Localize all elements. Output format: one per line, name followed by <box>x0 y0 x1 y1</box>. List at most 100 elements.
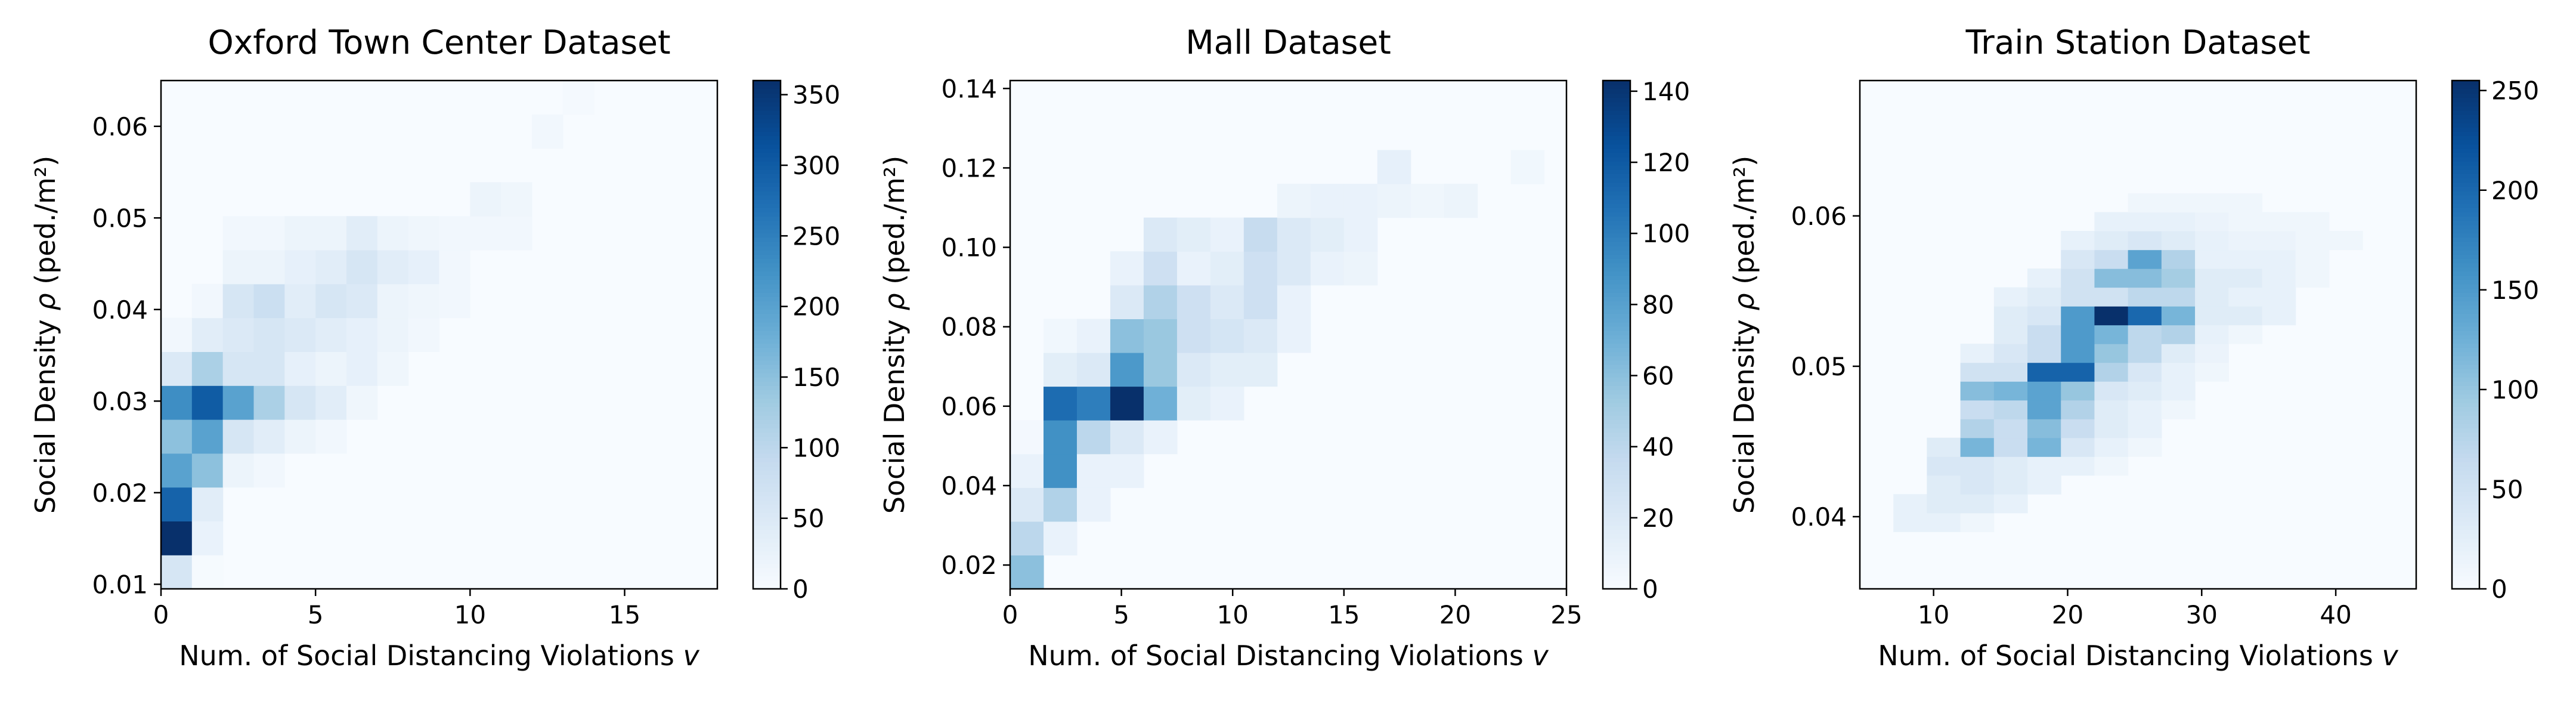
colorbar-segment <box>1603 538 1630 543</box>
colorbar-tick-label: 250 <box>792 221 840 251</box>
colorbar-segment <box>1603 263 1630 268</box>
heatmap-cell <box>2195 325 2229 344</box>
colorbar-segment <box>1603 576 1630 581</box>
colorbar-segment <box>2452 283 2479 289</box>
heatmap-cell <box>2094 268 2129 288</box>
colorbar-segment <box>2452 229 2479 234</box>
plot-frame <box>160 79 719 590</box>
colorbar-segment <box>753 555 781 560</box>
colorbar-segment <box>753 140 781 145</box>
colorbar-segment <box>753 97 781 103</box>
heatmap-cell <box>2262 249 2296 269</box>
colorbar-segment <box>753 525 781 530</box>
x-tick-label: 30 <box>2186 600 2218 629</box>
heatmap-cell <box>1277 217 1311 252</box>
heatmap-cell <box>222 453 255 488</box>
colorbar-segment <box>2452 89 2479 94</box>
colorbar-segment <box>1603 394 1630 399</box>
colorbar-tick-label: 20 <box>1642 504 1674 533</box>
heatmap-cell <box>1993 344 2028 363</box>
colorbar-segment <box>1603 419 1630 424</box>
colorbar-segment <box>753 440 781 446</box>
colorbar-frame <box>1602 79 1631 590</box>
colorbar-segment <box>2452 335 2479 339</box>
colorbar-segment <box>753 93 781 98</box>
heatmap-cell <box>253 385 285 420</box>
colorbar-segment <box>2452 499 2479 505</box>
colorbar-segment <box>753 538 781 543</box>
colorbar-segment <box>1603 390 1630 395</box>
heatmap-cell <box>253 453 285 488</box>
colorbar-segment <box>753 390 781 395</box>
colorbar-segment <box>1603 364 1630 369</box>
colorbar-segment <box>1603 93 1630 98</box>
heatmap-cell <box>222 419 255 454</box>
heatmap-cell <box>2128 344 2162 363</box>
colorbar-segment <box>753 576 781 581</box>
plot-frame <box>1859 79 2417 590</box>
colorbar-segment <box>753 237 781 242</box>
heatmap-cell <box>1377 184 1411 218</box>
heatmap-cell <box>191 487 224 521</box>
colorbar-segment <box>753 517 781 522</box>
heatmap-cell <box>1210 319 1244 353</box>
y-tick-label: 0.06 <box>941 392 997 421</box>
heatmap-cell <box>1010 521 1044 556</box>
heatmap-cell <box>2128 381 2162 401</box>
heatmap-cell <box>1277 319 1311 353</box>
heatmap-cell <box>1960 381 1995 401</box>
colorbar-segment <box>2452 377 2479 382</box>
heatmap-cell <box>1960 475 1995 495</box>
heatmap-cell <box>501 216 532 251</box>
colorbar-segment <box>753 313 781 319</box>
colorbar-segment <box>1603 339 1630 344</box>
colorbar-segment <box>2452 148 2479 153</box>
colorbar-segment <box>1603 462 1630 467</box>
colorbar-segment <box>753 483 781 488</box>
heatmap-cell <box>346 250 378 285</box>
colorbar-segment <box>2452 174 2479 179</box>
heatmap-cells <box>1893 193 2363 532</box>
heatmap-cell <box>2027 344 2061 363</box>
colorbar-segment <box>753 385 781 391</box>
heatmap-cell <box>2161 400 2196 419</box>
colorbar-segment <box>2452 436 2479 441</box>
heatmap-cell <box>1043 319 1078 353</box>
colorbar-segment <box>2452 131 2479 137</box>
heatmap-cell <box>253 216 285 251</box>
heatmap-cell <box>1927 437 1961 457</box>
heatmap-cell <box>315 250 347 285</box>
colorbar-segment <box>753 499 781 505</box>
colorbar-segment <box>1603 305 1630 310</box>
colorbar-segment <box>753 283 781 289</box>
colorbar-segment <box>753 572 781 577</box>
heatmap-cell <box>2094 344 2129 363</box>
colorbar-segment <box>2452 483 2479 488</box>
colorbar-segment <box>2452 212 2479 217</box>
colorbar-segment <box>753 212 781 217</box>
chart-title: Mall Dataset <box>1185 23 1391 61</box>
y-tick-label: 0.08 <box>941 313 997 342</box>
colorbar-segment <box>753 258 781 264</box>
colorbar-segment <box>753 216 781 221</box>
heatmap-cell <box>2161 212 2196 231</box>
heatmap-cell <box>2094 456 2129 476</box>
heatmap-cell <box>2195 212 2229 231</box>
colorbar-segment <box>1603 123 1630 128</box>
colorbar-segment <box>2452 258 2479 264</box>
colorbar-segment <box>1603 241 1630 246</box>
colorbar-segment <box>2452 394 2479 399</box>
heatmap-cell <box>2161 193 2196 213</box>
colorbar-segment <box>1603 220 1630 226</box>
colorbar-segment <box>753 419 781 424</box>
colorbar-segment <box>2452 415 2479 420</box>
colorbar-segment <box>1603 322 1630 327</box>
colorbar-segment <box>753 470 781 475</box>
x-axis-label: Num. of Social Distancing Violations v <box>1878 640 2398 672</box>
colorbar-segment <box>1603 360 1630 365</box>
y-tick-label: 0.14 <box>941 74 997 103</box>
colorbar-segment <box>2452 237 2479 242</box>
colorbar-segment <box>753 263 781 268</box>
colorbar-tick-label: 100 <box>2491 375 2539 405</box>
colorbar-segment <box>1603 237 1630 242</box>
